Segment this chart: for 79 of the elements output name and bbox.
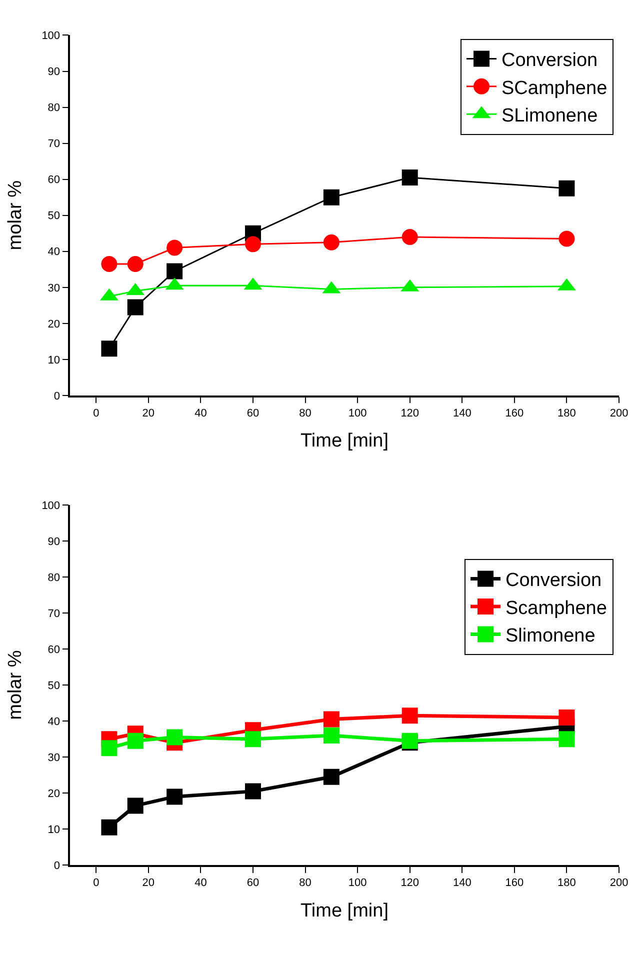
y-tick-label: 80 [48, 102, 60, 114]
x-tick-label: 40 [194, 877, 207, 890]
x-tick-label: 140 [452, 407, 472, 420]
y-tick-label: 50 [48, 680, 60, 692]
point [101, 819, 118, 836]
y-tick-label: 50 [48, 210, 60, 222]
legend-label: SCamphene [502, 78, 608, 99]
x-axis-title: Time [min] [300, 430, 388, 452]
legend-label: Scamphene [506, 598, 607, 619]
point [558, 230, 575, 247]
point [166, 263, 183, 280]
x-tick-label: 180 [558, 407, 576, 420]
y-tick-label: 0 [54, 390, 60, 402]
point [558, 709, 575, 726]
y-tick-label: 40 [48, 246, 60, 258]
y-tick-label: 90 [48, 66, 60, 78]
x-tick-label: 120 [400, 407, 420, 420]
point [127, 256, 144, 272]
x-tick-label: 180 [558, 877, 576, 890]
point [166, 788, 183, 805]
y-tick-label: 60 [48, 174, 60, 186]
y-tick-label: 60 [48, 644, 60, 656]
point [323, 234, 340, 250]
y-tick-label: 70 [48, 608, 60, 620]
y-tick-label: 10 [48, 354, 60, 366]
point [323, 768, 340, 785]
y-tick-label: 100 [42, 30, 60, 42]
point [166, 240, 183, 256]
point [323, 727, 340, 744]
y-axis-title: molar % [5, 650, 26, 720]
x-tick-label: 40 [194, 407, 207, 420]
y-tick-label: 0 [54, 860, 60, 872]
x-tick-label: 20 [142, 407, 155, 420]
legend-label: Conversion [502, 50, 598, 72]
point [402, 170, 418, 186]
y-axis-title: molar % [5, 180, 26, 250]
x-tick-label: 0 [93, 407, 100, 420]
legend-label: Conversion [506, 570, 602, 592]
x-tick-label: 120 [400, 877, 420, 890]
point [558, 180, 575, 196]
y-tick-label: 30 [48, 282, 60, 294]
point [101, 256, 118, 272]
y-tick-label: 70 [48, 138, 60, 150]
x-tick-label: 160 [505, 407, 524, 420]
x-tick-label: 200 [610, 877, 628, 890]
y-tick-label: 20 [48, 788, 60, 800]
x-tick-label: 20 [142, 877, 155, 890]
x-tick-label: 60 [246, 407, 260, 420]
point [127, 732, 144, 749]
point [166, 729, 183, 746]
x-tick-label: 200 [610, 407, 628, 420]
point [245, 731, 261, 748]
y-tick-label: 90 [48, 536, 60, 548]
y-tick-label: 20 [48, 318, 60, 330]
y-tick-label: 40 [48, 716, 60, 728]
point [245, 783, 261, 800]
x-tick-label: 80 [299, 407, 312, 420]
x-tick-label: 100 [348, 407, 367, 420]
point [402, 708, 418, 724]
point [101, 740, 118, 756]
y-tick-label: 80 [48, 572, 60, 584]
x-tick-label: 60 [246, 877, 260, 890]
y-tick-label: 30 [48, 752, 60, 764]
point [558, 731, 575, 748]
point [402, 228, 418, 245]
legend-label: Slimonene [506, 626, 596, 647]
x-tick-label: 0 [93, 877, 100, 890]
y-tick-label: 10 [48, 824, 60, 836]
legend-label: SLimonene [502, 106, 598, 126]
x-axis-title: Time [min] [300, 900, 388, 922]
point [245, 236, 261, 252]
x-tick-label: 160 [505, 877, 524, 890]
x-tick-label: 80 [299, 877, 312, 890]
point [127, 798, 144, 814]
point [323, 711, 340, 728]
x-tick-label: 100 [348, 877, 367, 890]
point [323, 189, 340, 206]
y-tick-label: 100 [42, 500, 60, 512]
x-tick-label: 140 [452, 877, 472, 890]
